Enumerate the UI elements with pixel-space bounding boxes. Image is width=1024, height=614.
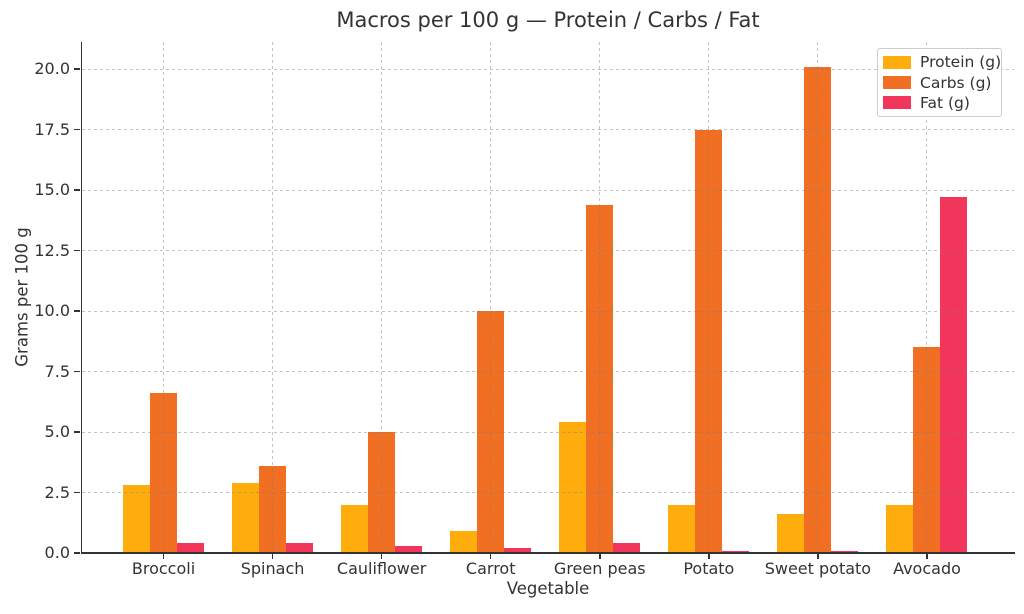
legend-item-carbs: Carbs (g) bbox=[883, 74, 997, 92]
legend-item-protein: Protein (g) bbox=[883, 53, 1001, 71]
x-axis-label: Vegetable bbox=[506, 579, 590, 598]
vertical-gridline bbox=[272, 42, 274, 553]
bar-spinach-fat bbox=[286, 543, 314, 553]
horizontal-gridline bbox=[82, 129, 1014, 130]
bar-green-peas-carbs bbox=[586, 204, 614, 553]
y-tick-label: 15.0 bbox=[34, 180, 70, 199]
x-tick-label-avocado: Avocado bbox=[893, 559, 961, 578]
bar-carrot-fat bbox=[504, 548, 532, 553]
bar-broccoli-protein bbox=[123, 485, 150, 553]
legend-label-carbs: Carbs (g) bbox=[920, 73, 992, 92]
bar-broccoli-carbs bbox=[150, 393, 177, 553]
y-tick-mark bbox=[74, 370, 80, 373]
x-tick-mark bbox=[380, 554, 383, 559]
horizontal-gridline bbox=[82, 189, 1014, 191]
y-tick-label: 7.5 bbox=[44, 361, 70, 381]
chart-title: Macros per 100 g — Protein / Carbs / Fat bbox=[336, 8, 760, 32]
horizontal-gridline bbox=[82, 68, 1014, 70]
x-tick-mark bbox=[271, 554, 274, 559]
plot-area bbox=[82, 42, 1014, 553]
legend-swatch-carbs bbox=[883, 76, 911, 89]
x-tick-label-spinach: Spinach bbox=[240, 559, 305, 578]
y-tick-label: 17.5 bbox=[34, 119, 70, 139]
bar-avocado-protein bbox=[886, 504, 914, 553]
vertical-gridline bbox=[381, 42, 383, 553]
y-tick-mark bbox=[74, 310, 80, 312]
x-tick-mark bbox=[926, 554, 928, 559]
legend-swatch-fat bbox=[883, 96, 911, 110]
y-tick-mark bbox=[74, 491, 80, 494]
legend-label-protein: Protein (g) bbox=[920, 53, 1002, 72]
bar-potato-carbs bbox=[695, 129, 723, 553]
x-tick-mark bbox=[708, 554, 710, 559]
y-axis-spine bbox=[80, 42, 82, 554]
x-tick-mark bbox=[599, 554, 601, 559]
bar-potato-fat bbox=[722, 550, 750, 553]
bar-cauliflower-carbs bbox=[368, 432, 396, 553]
y-tick-mark bbox=[74, 249, 80, 252]
bar-carrot-carbs bbox=[477, 311, 505, 553]
y-tick-mark bbox=[74, 128, 80, 131]
y-tick-label: 10.0 bbox=[34, 301, 70, 320]
y-tick-mark bbox=[74, 68, 80, 70]
bar-cauliflower-protein bbox=[341, 504, 369, 553]
bar-sweet-potato-fat bbox=[831, 550, 859, 553]
bar-cauliflower-fat bbox=[395, 545, 423, 553]
bar-sweet-potato-carbs bbox=[804, 66, 832, 553]
y-tick-label: 0.0 bbox=[44, 543, 70, 562]
bar-broccoli-fat bbox=[177, 543, 204, 553]
y-tick-mark bbox=[74, 189, 80, 191]
x-tick-label-sweet-potato: Sweet potato bbox=[764, 559, 872, 578]
bar-spinach-carbs bbox=[259, 465, 287, 553]
x-tick-mark bbox=[489, 554, 492, 559]
y-tick-label: 2.5 bbox=[44, 482, 70, 502]
x-tick-label-broccoli: Broccoli bbox=[131, 559, 196, 578]
bar-avocado-carbs bbox=[913, 347, 941, 553]
x-tick-label-cauliflower: Cauliflower bbox=[336, 559, 427, 578]
y-tick-label: 5.0 bbox=[44, 422, 70, 441]
horizontal-gridline bbox=[82, 310, 1014, 312]
x-tick-mark bbox=[817, 554, 819, 559]
legend-swatch-protein bbox=[883, 55, 911, 69]
vertical-gridline bbox=[599, 42, 601, 553]
vertical-gridline bbox=[708, 42, 710, 553]
vertical-gridline bbox=[490, 42, 492, 553]
horizontal-gridline bbox=[82, 250, 1014, 251]
y-tick-mark bbox=[74, 552, 80, 554]
horizontal-gridline bbox=[82, 371, 1014, 372]
bar-potato-protein bbox=[668, 504, 696, 553]
legend-label-fat: Fat (g) bbox=[920, 93, 970, 112]
y-tick-mark bbox=[74, 431, 80, 433]
x-tick-label-green-peas: Green peas bbox=[553, 559, 646, 578]
x-tick-mark bbox=[162, 554, 165, 559]
bar-carrot-protein bbox=[450, 531, 478, 553]
vertical-gridline bbox=[926, 42, 928, 553]
bar-green-peas-fat bbox=[613, 543, 641, 553]
legend: Protein (g) Carbs (g) Fat (g) bbox=[877, 48, 1002, 117]
y-tick-label: 20.0 bbox=[34, 59, 70, 78]
bar-spinach-protein bbox=[232, 482, 260, 553]
x-tick-label-potato: Potato bbox=[683, 559, 735, 578]
x-tick-label-carrot: Carrot bbox=[465, 559, 516, 578]
horizontal-gridline bbox=[82, 431, 1014, 433]
y-tick-label: 12.5 bbox=[34, 240, 70, 260]
legend-item-fat: Fat (g) bbox=[883, 94, 997, 112]
horizontal-gridline bbox=[82, 492, 1014, 493]
bar-sweet-potato-protein bbox=[777, 514, 805, 553]
bar-green-peas-protein bbox=[559, 422, 587, 553]
x-axis-spine bbox=[80, 552, 1015, 554]
bar-avocado-fat bbox=[940, 197, 968, 553]
vertical-gridline bbox=[163, 42, 164, 553]
vertical-gridline bbox=[817, 42, 819, 553]
